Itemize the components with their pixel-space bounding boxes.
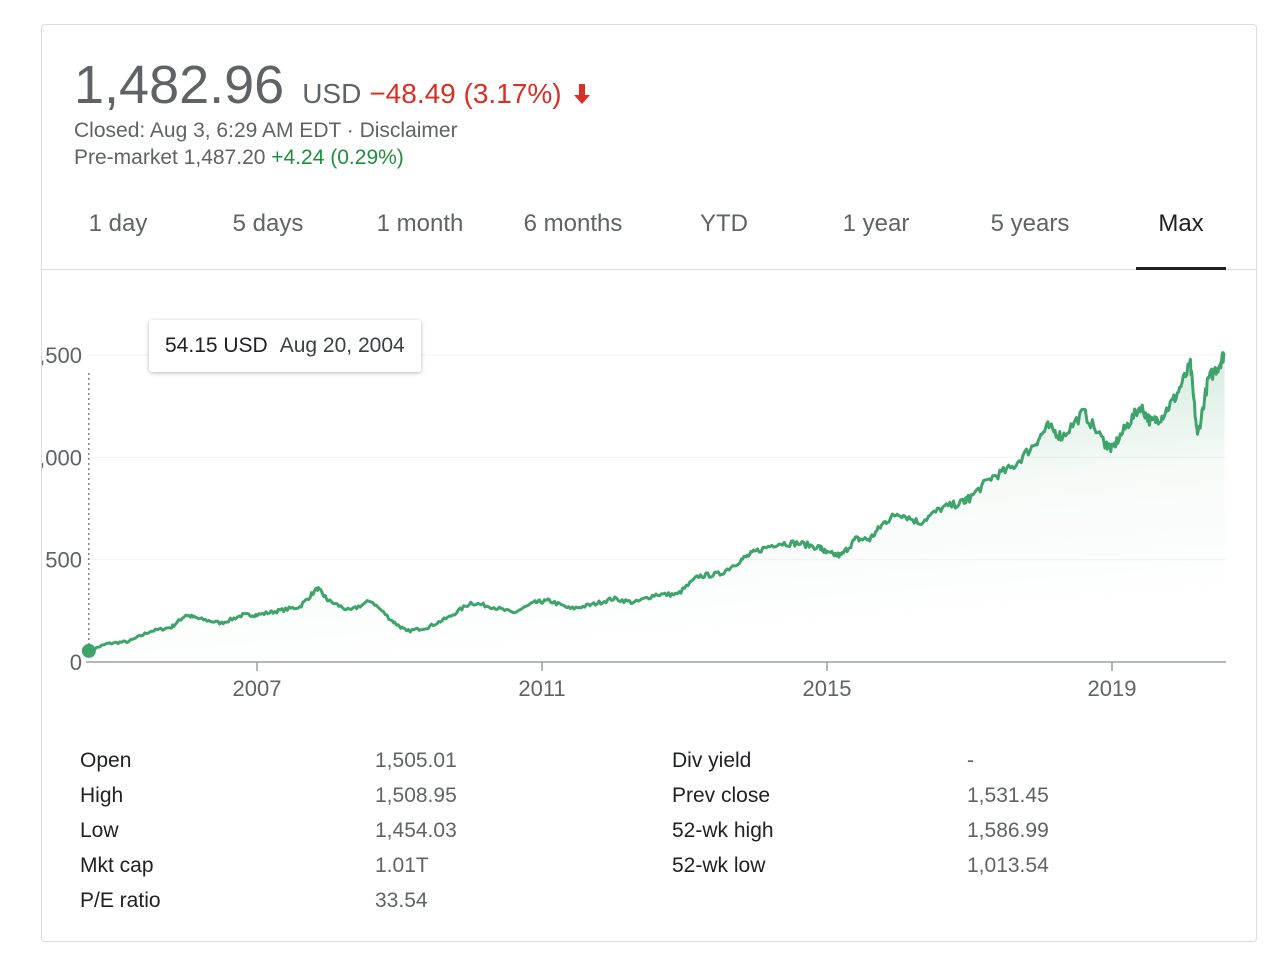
hover-point [81,643,96,658]
tooltip-value: 54.15 USD [165,334,268,357]
x-tick-label: 2019 [1088,676,1137,701]
tab-5-days[interactable]: 5 days [232,210,304,237]
price-change: −48.49 (3.17%) [369,78,562,109]
x-tick-label: 2011 [518,676,565,701]
premarket-label: Pre-market 1,487.20 [74,146,266,169]
stat-value: 1.01T [375,854,429,877]
premarket-line: Pre-market 1,487.20 +4.24 (0.29%) [74,146,404,170]
stat-value: 1,505.01 [375,749,457,772]
stat-value: - [967,749,974,772]
range-tabs: 1 day 5 days 1 month 6 months YTD 1 year… [42,195,1256,270]
stats-left: Open 1,505.01 High 1,508.95 Low 1,454.03 Mk… [80,743,457,918]
price-line [88,351,1226,653]
y-tick-label: 1,500 [42,343,82,368]
closed-status: Closed: Aug 3, 6:29 AM EDT · Disclaimer [74,119,458,142]
tab-6-months[interactable]: 6 months [523,210,623,237]
stat-value: 1,508.95 [375,784,457,807]
stat-row-div-yield: Div yield - [672,743,1172,778]
stat-label: Div yield [672,749,752,772]
stat-row-low: Low 1,454.03 [80,813,457,848]
arrow-down-icon [572,83,592,105]
tab-max[interactable]: Max [1136,209,1226,270]
currency: USD [302,78,362,109]
stat-label: Mkt cap [80,854,154,877]
stat-label: High [80,784,124,807]
x-tick-label: 2015 [803,676,852,701]
premarket-change: +4.24 (0.29%) [271,146,404,169]
price-area [88,352,1225,662]
stat-label: Open [80,749,132,772]
tab-1-year[interactable]: 1 year [842,210,910,237]
stat-label: P/E ratio [80,889,161,912]
stat-row-high: High 1,508.95 [80,778,457,813]
stat-label: 52-wk low [672,854,766,877]
tooltip-date: Aug 20, 2004 [279,334,405,357]
stat-value: 1,531.45 [967,784,1049,807]
stat-label: Low [80,819,119,842]
stat-value: 1,454.03 [375,819,457,842]
active-tab-underline [1136,267,1226,270]
stat-row-52wk-low: 52-wk low 1,013.54 [672,848,1172,883]
stat-row-pe-ratio: P/E ratio 33.54 [80,883,428,918]
stat-value: 33.54 [375,889,428,912]
stat-value: 1,013.54 [967,854,1049,877]
stat-row-52wk-high: 52-wk high 1,586.99 [672,813,1172,848]
stat-value: 1,586.99 [967,819,1049,842]
x-tick-label: 2007 [233,676,282,701]
y-tick-label: 500 [45,548,82,573]
stat-row-open: Open 1,505.01 [80,743,457,778]
tab-1-month[interactable]: 1 month [376,210,464,237]
y-tick-label: 1,000 [42,445,82,470]
current-price: 1,482.96 [74,55,285,115]
chart-tooltip: 54.15 USD Aug 20, 2004 [149,320,421,372]
price-row: 1,482.96 USD −48.49 (3.17%) [74,53,592,117]
stat-row-mkt-cap: Mkt cap 1.01T [80,848,429,883]
stat-row-prev-close: Prev close 1,531.45 [672,778,1172,813]
stat-label: Prev close [672,784,771,807]
tab-5-years[interactable]: 5 years [990,210,1070,237]
stats-right: Div yield - Prev close 1,531.45 52-wk high… [672,743,1172,883]
y-tick-label: 0 [70,650,82,675]
tab-ytd[interactable]: YTD [700,210,748,237]
stock-card: 1,482.96 USD −48.49 (3.17%) Closed: Aug … [41,24,1257,942]
stat-label: 52-wk high [672,819,774,842]
tab-1-day[interactable]: 1 day [88,210,148,237]
